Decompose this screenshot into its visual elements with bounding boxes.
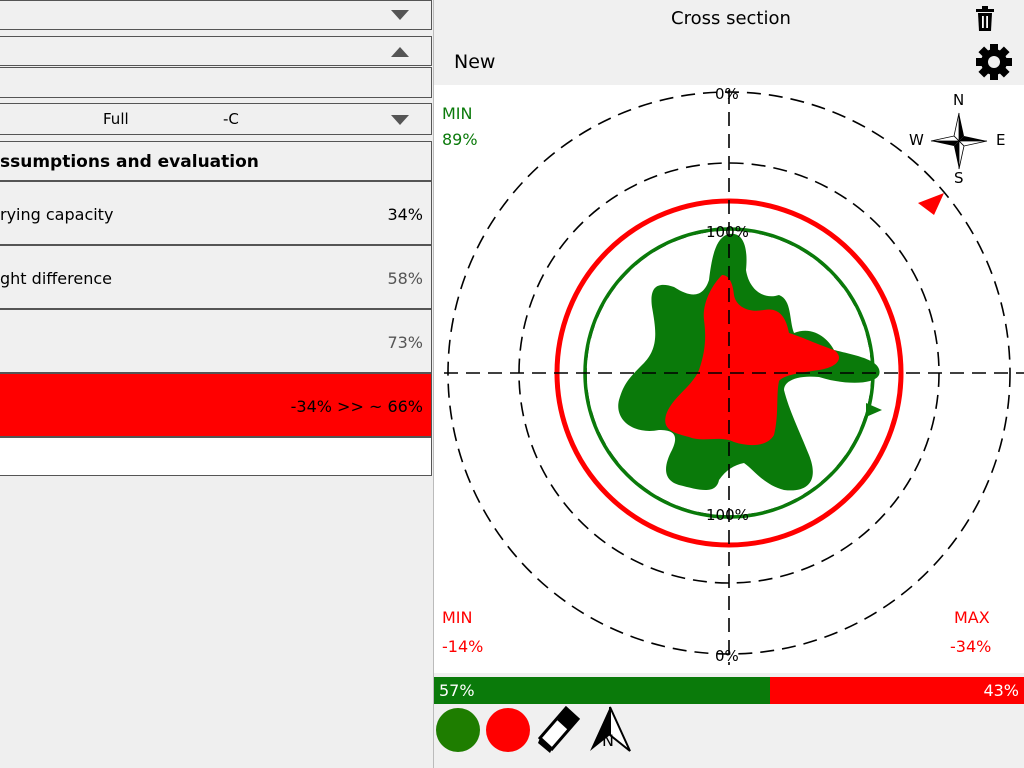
inner-top-pct-label: 100% bbox=[706, 223, 749, 241]
green-bar: 57% bbox=[434, 677, 770, 704]
selector-col1: Full bbox=[103, 110, 129, 128]
max-red-value: -34% bbox=[950, 637, 992, 656]
polar-chart bbox=[444, 90, 1024, 665]
compass-s: S bbox=[954, 169, 964, 187]
dropdown-row-2[interactable] bbox=[0, 36, 432, 66]
chevron-down-icon[interactable] bbox=[391, 10, 409, 20]
item-label: rying capacity bbox=[0, 205, 114, 224]
min-red-label: MIN bbox=[442, 608, 473, 627]
subtitle: New bbox=[454, 51, 496, 73]
item-value: 58% bbox=[387, 269, 423, 288]
section-title: ssumptions and evaluation bbox=[0, 152, 259, 172]
red-marker bbox=[918, 193, 944, 215]
empty-row[interactable] bbox=[0, 437, 432, 476]
section-header: ssumptions and evaluation bbox=[0, 141, 432, 181]
dropdown-row-1[interactable] bbox=[0, 0, 432, 30]
compass-n: N bbox=[953, 91, 965, 109]
compass-e: E bbox=[996, 131, 1006, 149]
result-row[interactable]: -34% >> ~ 66% bbox=[0, 373, 432, 437]
bottom-pct-label: 0% bbox=[715, 647, 739, 665]
compass-icon bbox=[930, 112, 988, 170]
red-region bbox=[665, 275, 839, 446]
result-text: -34% >> ~ 66% bbox=[290, 397, 423, 416]
list-item[interactable]: 73% bbox=[0, 309, 432, 373]
north-arrow-icon[interactable] bbox=[586, 705, 636, 755]
trash-icon[interactable] bbox=[974, 6, 996, 32]
north-label: N bbox=[602, 731, 614, 750]
green-marker bbox=[866, 403, 882, 417]
min-red-value: -14% bbox=[442, 637, 484, 656]
cross-section-plot[interactable]: MIN 89% MIN -14% MAX -34% 0% 0% 100% 100… bbox=[434, 85, 1024, 673]
chevron-up-icon[interactable] bbox=[391, 47, 409, 57]
top-pct-label: 0% bbox=[715, 85, 739, 103]
chevron-down-icon[interactable] bbox=[391, 115, 409, 125]
settings-selector-row[interactable]: Full -C bbox=[0, 103, 432, 135]
gear-icon[interactable] bbox=[975, 43, 1013, 81]
compass-w: W bbox=[909, 131, 924, 149]
page-title: Cross section bbox=[671, 8, 791, 29]
list-item[interactable]: rying capacity 34% bbox=[0, 181, 432, 245]
item-label: ght difference bbox=[0, 269, 112, 288]
item-value: 73% bbox=[387, 333, 423, 352]
selector-col2: -C bbox=[223, 110, 239, 128]
min-green-value: 89% bbox=[442, 130, 478, 149]
green-bar-label: 57% bbox=[439, 681, 475, 700]
blank-row[interactable] bbox=[0, 67, 432, 98]
green-color-button[interactable] bbox=[436, 708, 480, 752]
left-panel: Full -C ssumptions and evaluation rying … bbox=[0, 0, 434, 768]
divider bbox=[433, 0, 434, 768]
list-item[interactable]: ght difference 58% bbox=[0, 245, 432, 309]
red-bar: 43% bbox=[770, 677, 1024, 704]
red-bar-label: 43% bbox=[983, 681, 1019, 700]
min-green-label: MIN bbox=[442, 104, 473, 123]
inner-bottom-pct-label: 100% bbox=[706, 506, 749, 524]
item-value: 34% bbox=[387, 205, 423, 224]
eraser-icon[interactable] bbox=[536, 705, 580, 755]
red-color-button[interactable] bbox=[486, 708, 530, 752]
max-red-label: MAX bbox=[954, 608, 990, 627]
bottom-toolbar: N bbox=[434, 705, 1024, 768]
